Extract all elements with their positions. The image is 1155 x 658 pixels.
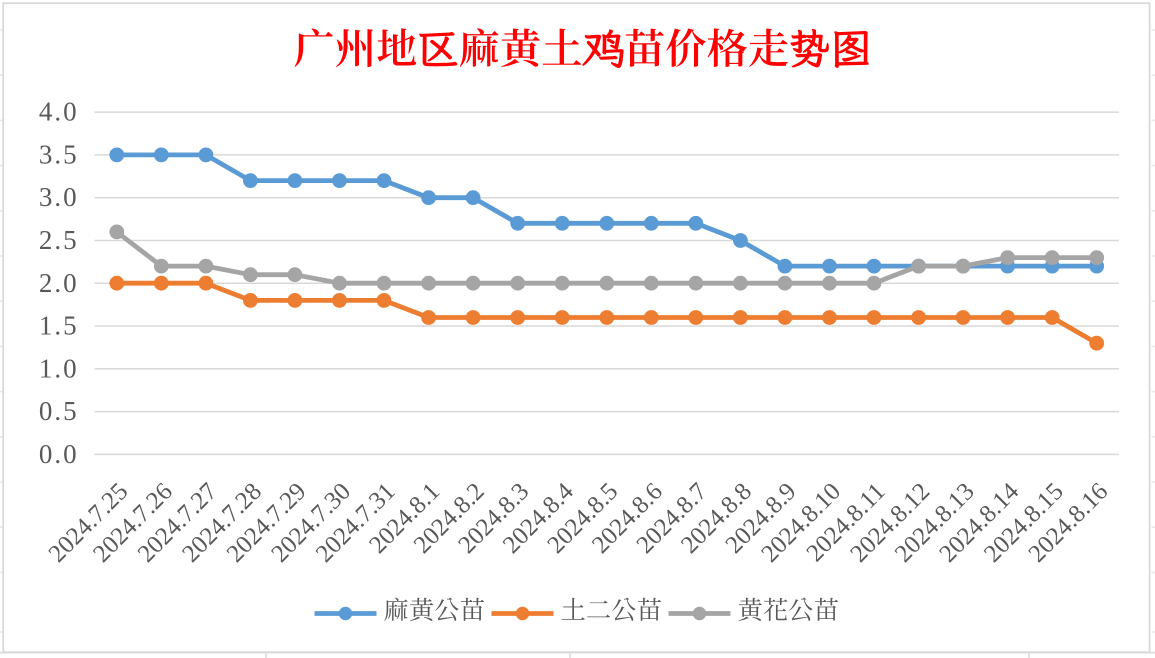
svg-text:0: 0 <box>63 97 77 127</box>
svg-text:5: 5 <box>63 396 77 426</box>
svg-text:.: . <box>54 225 61 255</box>
svg-text:1: 1 <box>39 353 53 383</box>
svg-text:0: 0 <box>63 182 77 212</box>
svg-text:0: 0 <box>39 439 53 469</box>
svg-text:.: . <box>54 439 61 469</box>
svg-text:2: 2 <box>39 225 53 255</box>
svg-text:0: 0 <box>63 268 77 298</box>
svg-text:0: 0 <box>63 439 77 469</box>
svg-text:.: . <box>54 353 61 383</box>
svg-text:0: 0 <box>63 353 77 383</box>
svg-text:2: 2 <box>39 268 53 298</box>
svg-text:.: . <box>54 311 61 341</box>
svg-text:.: . <box>54 182 61 212</box>
svg-text:3: 3 <box>39 139 53 169</box>
svg-text:.: . <box>54 268 61 298</box>
svg-text:5: 5 <box>63 225 77 255</box>
svg-text:3: 3 <box>39 182 53 212</box>
svg-text:5: 5 <box>63 311 77 341</box>
svg-text:.: . <box>54 396 61 426</box>
svg-text:.: . <box>54 139 61 169</box>
svg-text:.: . <box>54 97 61 127</box>
svg-text:4: 4 <box>39 97 53 127</box>
svg-text:0: 0 <box>39 396 53 426</box>
svg-text:1: 1 <box>39 311 53 341</box>
svg-text:5: 5 <box>63 139 77 169</box>
